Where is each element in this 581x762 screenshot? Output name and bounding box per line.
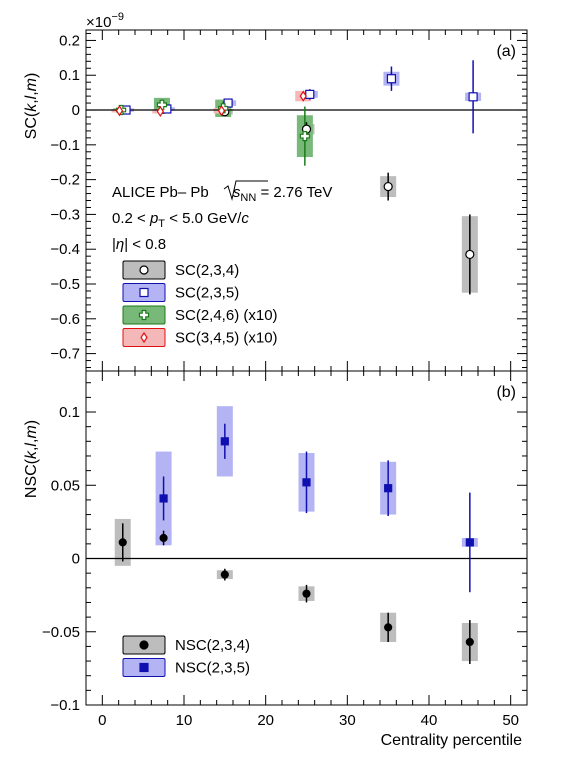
legend-marker	[138, 309, 150, 321]
y-tick-label: 0.1	[59, 67, 80, 84]
legend-marker	[139, 287, 149, 298]
data-point	[465, 538, 474, 547]
legend-marker	[140, 331, 148, 344]
x-tick-label: 30	[339, 712, 356, 729]
data-point	[383, 181, 393, 192]
legend-label: NSC(2,3,5)	[175, 660, 250, 677]
data-point	[305, 89, 315, 99]
x-tick-label: 0	[98, 712, 106, 729]
data-point	[384, 484, 393, 493]
annotation-eta-line: |η| < 0.8	[112, 236, 166, 253]
panel-b-label: (b)	[496, 384, 516, 401]
x-tick-label: 40	[421, 712, 438, 729]
data-point	[156, 105, 164, 118]
panel-b-x-ticks: 0 10 20 30 40 50	[85, 371, 528, 729]
data-point	[115, 105, 124, 117]
sqrt-symbol	[223, 180, 268, 201]
y-tick-label: −0.1	[50, 697, 80, 714]
y-tick-label: −0.3	[50, 206, 80, 223]
annotation-collision-line: ALICE Pb– Pb sNN = 2.76 TeV	[112, 184, 332, 204]
legend-label: SC(3,4,5) (x10)	[175, 330, 278, 347]
y-tick-label: −0.4	[50, 241, 80, 258]
panel-a-y-title: SC(k,l,m)	[23, 73, 40, 140]
panel-a-y-ticks: 0.2 0.1 0 −0.1 −0.2 −0.3 −0.4 −0.5 −0.6 −0.7	[50, 32, 527, 369]
panel-a-label: (a)	[496, 43, 516, 60]
data-point	[159, 494, 168, 503]
legend-label: SC(2,3,5)	[175, 285, 239, 302]
y-tick-label: 0	[72, 102, 80, 119]
panel-b-frame	[85, 370, 528, 706]
panel-b-y-title: NSC(k,l,m)	[23, 420, 40, 498]
y-tick-label: −0.6	[50, 311, 80, 328]
y-tick-label: 0.2	[59, 32, 80, 49]
panel-a-markers	[115, 74, 478, 260]
data-point	[118, 538, 127, 547]
legend-label: NSC(2,3,4)	[175, 637, 250, 654]
panel-b-legend: NSC(2,3,4) NSC(2,3,5)	[122, 635, 250, 677]
data-point	[217, 105, 226, 117]
panel-b: 0.1 0.05 0 −0.05 −0.1 0 10 20 30 40 50 (b) NSC(k,…	[23, 370, 528, 749]
data-point	[386, 74, 397, 84]
legend-marker	[139, 640, 149, 650]
legend-marker	[139, 265, 149, 275]
y-tick-label: −0.7	[50, 346, 80, 363]
panel-a-scale-label: ×10−9	[86, 11, 124, 31]
data-point	[159, 533, 168, 543]
data-point	[302, 589, 311, 598]
legend-label: SC(2,4,6) (x10)	[175, 307, 278, 324]
y-tick-label: 0.05	[51, 477, 80, 494]
data-point	[220, 570, 229, 579]
data-point	[220, 437, 229, 446]
panel-b-y-ticks: 0.1 0.05 0 −0.05 −0.1	[42, 382, 527, 714]
panel-a-x-ticks	[85, 30, 528, 371]
y-tick-label: −0.05	[42, 624, 80, 641]
data-point	[384, 623, 393, 632]
panel-b-stat-bars	[122, 423, 471, 664]
data-point	[302, 478, 311, 487]
data-point	[465, 637, 474, 647]
data-point	[465, 249, 475, 260]
annotation-pt-line: 0.2 < pT < 5.0 GeV/c	[112, 210, 249, 230]
data-point	[156, 99, 168, 110]
legend-marker	[139, 662, 149, 673]
legend-label: SC(2,3,4)	[175, 262, 239, 279]
panel-a: 0.2 0.1 0 −0.1 −0.2 −0.3 −0.4 −0.5 −0.6 −0.7 ×10−…	[23, 11, 528, 372]
panel-a-legend: SC(2,3,4) SC(2,3,5) SC(2,4,6) (x10) SC(3,4,…	[122, 260, 278, 347]
x-tick-label: 10	[176, 712, 193, 729]
data-point	[299, 131, 310, 142]
y-tick-label: 0.1	[59, 404, 80, 421]
data-point	[299, 90, 307, 102]
x-axis-title: Centrality percentile	[381, 732, 523, 749]
panel-b-markers	[118, 437, 474, 647]
x-tick-label: 50	[502, 712, 519, 729]
panel-b-sys-boxes	[114, 406, 478, 662]
x-tick-label: 20	[257, 712, 274, 729]
y-tick-label: −0.2	[50, 172, 80, 189]
y-tick-label: −0.1	[50, 137, 80, 154]
data-point	[468, 92, 478, 102]
y-tick-label: 0	[72, 551, 80, 568]
y-tick-label: −0.5	[50, 276, 80, 293]
